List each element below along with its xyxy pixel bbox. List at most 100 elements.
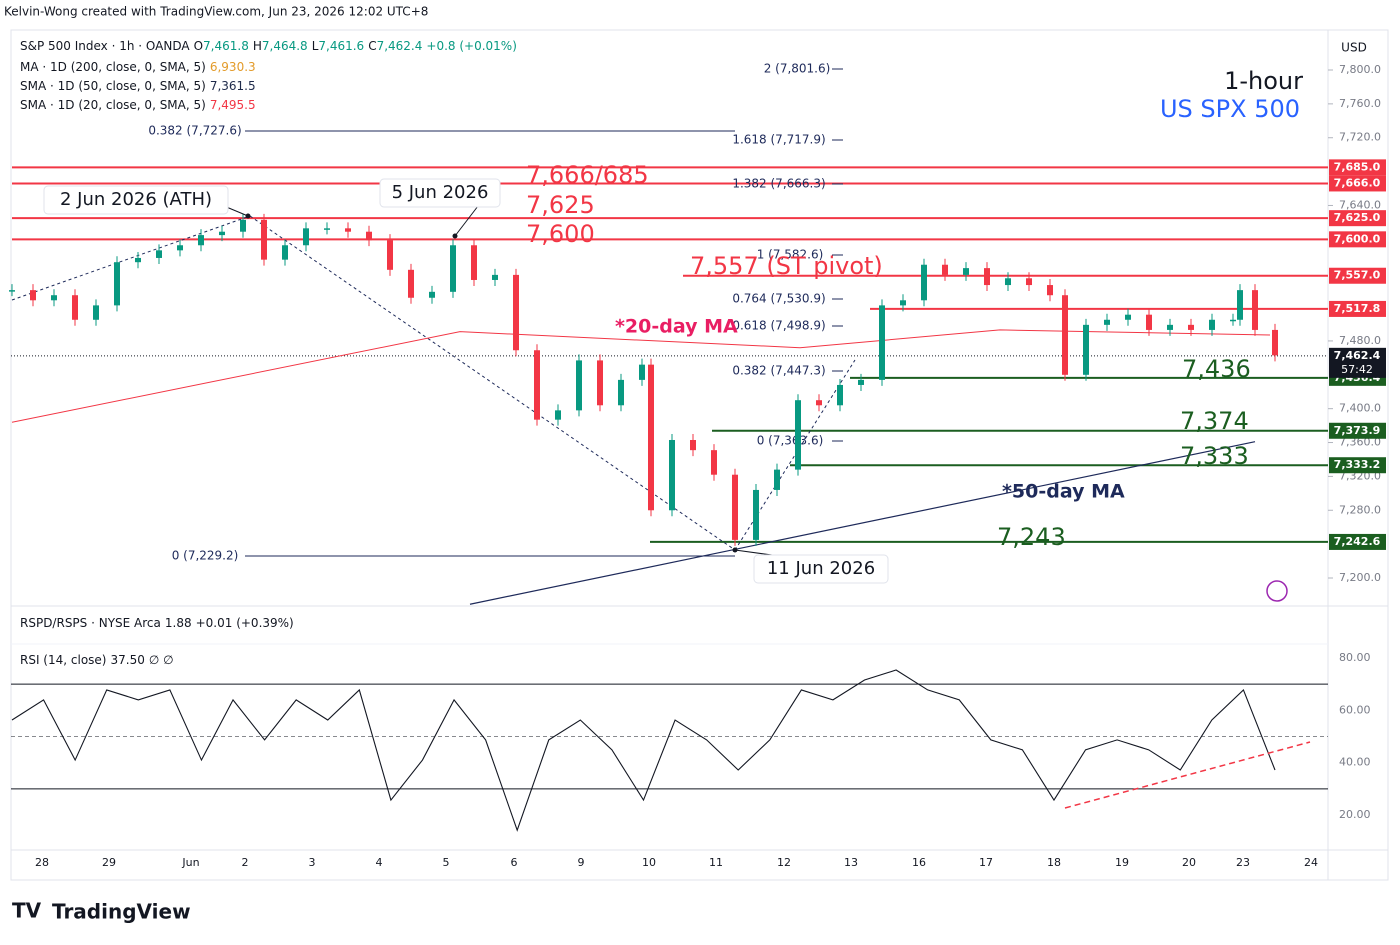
alert-icon[interactable] xyxy=(1266,580,1288,602)
fib-label: 0.618 (7,498.9) xyxy=(732,319,825,333)
candle xyxy=(30,290,36,301)
indicator-row: MA · 1D (200, close, 0, SMA, 5) 6,930.3 xyxy=(20,58,260,77)
candle xyxy=(1237,290,1243,320)
trend-line xyxy=(11,215,251,301)
ohlc-key: L xyxy=(311,39,319,53)
indicator-label: SMA · 1D (20, close, 0, SMA, 5) xyxy=(20,98,206,112)
candle xyxy=(1209,319,1215,330)
annotation: 7,374 xyxy=(1180,407,1249,435)
price-badge xyxy=(1329,159,1386,176)
candle xyxy=(1047,285,1053,296)
candle xyxy=(837,384,843,406)
candle xyxy=(240,219,246,232)
y-tick-label: 7,200.0 xyxy=(1339,571,1381,584)
price-badge-label: 7,517.8 xyxy=(1334,302,1381,315)
y-tick-label: 7,480.0 xyxy=(1339,334,1381,347)
candle xyxy=(1188,324,1194,330)
rsi-tick-label: 80.00 xyxy=(1339,651,1371,664)
candle xyxy=(879,305,885,380)
indicator-value: 7,495.5 xyxy=(209,98,256,112)
fib-label: 1.618 (7,717.9) xyxy=(732,133,825,147)
price-badge xyxy=(1329,422,1386,439)
label: RSI (14, close) xyxy=(20,653,107,667)
candle xyxy=(1167,324,1173,330)
annotation: *20-day MA xyxy=(615,316,738,338)
price-badge xyxy=(1329,533,1386,550)
x-tick-label: 19 xyxy=(1115,856,1129,869)
candle xyxy=(1104,319,1110,325)
price-badge xyxy=(1329,267,1386,284)
candle xyxy=(366,231,372,241)
current-badge xyxy=(1329,347,1386,378)
candle xyxy=(597,360,603,406)
y-tick-label: 7,280.0 xyxy=(1339,503,1381,516)
y-tick-label: 7,640.0 xyxy=(1339,198,1381,211)
change: +0.8 (+0.01%) xyxy=(426,39,517,53)
candle xyxy=(429,291,435,298)
candle xyxy=(942,264,948,275)
price-badge-label: 7,242.6 xyxy=(1334,535,1381,548)
candle xyxy=(774,469,780,490)
callout-label: 11 Jun 2026 xyxy=(767,558,875,579)
price-badge xyxy=(1329,175,1386,192)
rsi-tick-label: 60.00 xyxy=(1339,703,1371,716)
callout-dot xyxy=(245,213,251,219)
fib-label: 0.382 (7,727.6) xyxy=(148,124,241,138)
candle xyxy=(72,295,78,320)
annotation: 7,557 (ST pivot) xyxy=(690,252,883,280)
fib-label: 0 (7,229.2) xyxy=(172,549,239,563)
indicator-label: SMA · 1D (50, close, 0, SMA, 5) xyxy=(20,79,206,93)
current-price: 7,462.4 xyxy=(1334,349,1381,362)
x-tick-label: 29 xyxy=(102,856,116,869)
x-tick-label: 9 xyxy=(578,856,585,869)
candle xyxy=(219,231,225,236)
candle xyxy=(648,364,654,511)
rsi-symbol-legend: RSPD/RSPS · NYSE Arca 1.88 +0.01 (+0.39%) xyxy=(20,616,298,630)
x-tick-label: 23 xyxy=(1236,856,1250,869)
callout-box xyxy=(379,178,501,208)
fib-label: 0.764 (7,530.9) xyxy=(732,292,825,306)
ohlc-key: H xyxy=(252,39,262,53)
price-badge xyxy=(1329,210,1386,227)
candle xyxy=(198,235,204,246)
candle xyxy=(639,364,645,380)
candle xyxy=(51,295,57,301)
callout-label: 2 Jun 2026 (ATH) xyxy=(60,189,212,210)
candle xyxy=(177,245,183,251)
candle xyxy=(408,269,414,298)
candle xyxy=(492,274,498,280)
candle xyxy=(963,268,969,275)
x-tick-label: 12 xyxy=(777,856,791,869)
value: 37.50 xyxy=(110,653,145,667)
rsi-trend xyxy=(1064,741,1311,809)
rsi-tick-label: 20.00 xyxy=(1339,808,1371,821)
x-tick-label: 16 xyxy=(912,856,926,869)
ohlc-value: 7,464.8 xyxy=(261,39,308,53)
price-badge-label: 7,333.2 xyxy=(1334,458,1381,471)
rsi-tick-label: 40.00 xyxy=(1339,756,1371,769)
candle xyxy=(135,257,141,263)
annotation: 7,600 xyxy=(526,220,595,248)
x-tick-label: Jun xyxy=(181,856,199,869)
credit: Kelvin-Wong created with TradingView.com… xyxy=(4,5,428,19)
candle xyxy=(732,474,738,540)
value: +0.01 (+0.39%) xyxy=(195,616,294,630)
value: 1.88 xyxy=(164,616,192,630)
candle xyxy=(1062,295,1068,375)
candle xyxy=(669,439,675,511)
currency[interactable]: USD xyxy=(1341,41,1367,55)
annotation: 7,243 xyxy=(997,523,1066,551)
candle xyxy=(921,264,927,301)
fib-label: 1 (7,582.6) xyxy=(757,248,824,262)
annotation: 7,436 xyxy=(1182,355,1251,383)
candle xyxy=(156,250,162,258)
price-badge xyxy=(1329,231,1386,248)
indicator-value: 7,361.5 xyxy=(209,79,256,93)
callout-label: 5 Jun 2026 xyxy=(392,182,489,203)
candle xyxy=(93,305,99,320)
x-tick-label: 10 xyxy=(642,856,656,869)
callout-box xyxy=(753,554,889,584)
candle xyxy=(618,379,624,406)
